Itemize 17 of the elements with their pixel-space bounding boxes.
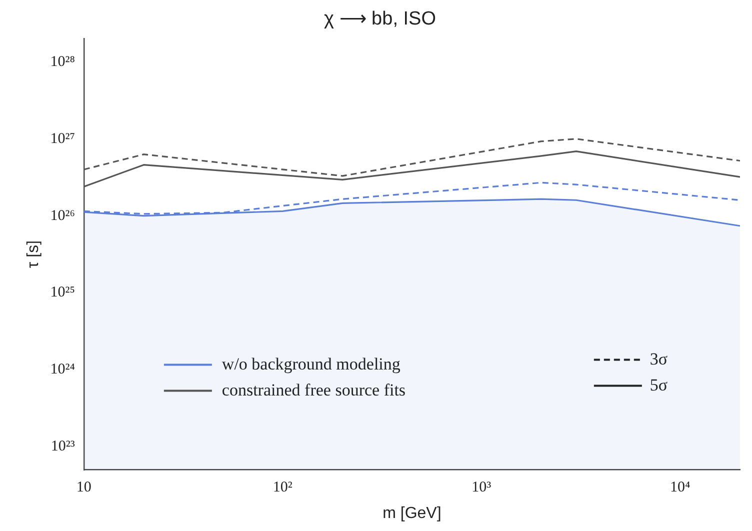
annotation: 5σ [650,375,668,394]
x-tick-label: 10⁴ [670,480,690,496]
y-tick-label: 10²³ [50,438,76,455]
y-tick-label: 10²⁵ [50,284,75,301]
chart-title: χ ⟶ bb, ISO [324,8,436,30]
y-tick-label: 10²⁶ [50,208,75,224]
y-tick-label: 10²⁴ [50,362,75,378]
legend-label: constrained free source fits [222,380,406,400]
y-axis-title: τ [s] [25,240,42,268]
x-tick-label: 10² [272,480,293,496]
y-tick-label: 10²⁷ [50,130,75,147]
x-tick-label: 10 [76,480,92,496]
x-tick-label: 10³ [472,480,492,496]
y-tick-label: 10²⁸ [50,54,75,70]
legend-label: w/o background modeling [222,354,401,374]
x-axis-title: m [GeV] [382,504,442,522]
annotation: 3σ [650,349,668,368]
